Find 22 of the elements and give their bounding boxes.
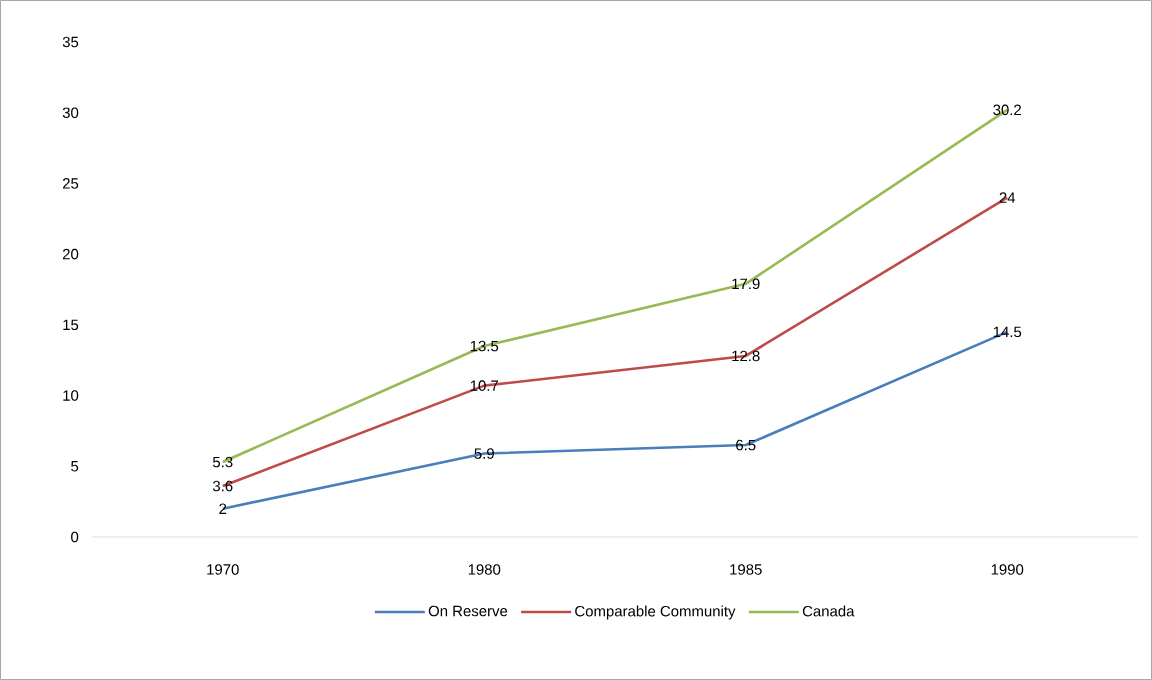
data-label: 24 bbox=[999, 192, 1016, 203]
data-label: 30.2 bbox=[993, 104, 1022, 116]
y-tick-label: 35 bbox=[62, 36, 79, 48]
y-tick-label: 30 bbox=[62, 107, 79, 118]
x-tick-label: 1985 bbox=[730, 564, 762, 575]
legend-label: On Reserve bbox=[428, 605, 508, 617]
y-tick-label: 20 bbox=[62, 248, 79, 260]
x-tick-label: 1980 bbox=[468, 564, 501, 575]
data-label: 14.5 bbox=[993, 326, 1022, 338]
y-tick-label: 15 bbox=[63, 319, 79, 331]
data-label: 5.3 bbox=[212, 456, 233, 468]
data-label: 2 bbox=[219, 503, 227, 514]
legend-label: Comparable Community bbox=[575, 605, 736, 620]
y-tick-label: 25 bbox=[62, 178, 79, 189]
y-tick-label: 0 bbox=[71, 531, 79, 543]
legend-label: Canada bbox=[802, 605, 855, 617]
x-tick-label: 1990 bbox=[991, 564, 1024, 575]
y-tick-label: 5 bbox=[71, 461, 79, 472]
data-label: 3.6 bbox=[212, 480, 233, 492]
data-label: 5.9 bbox=[474, 448, 494, 459]
x-tick-label: 1970 bbox=[207, 564, 239, 575]
y-tick-label: 10 bbox=[63, 390, 79, 401]
